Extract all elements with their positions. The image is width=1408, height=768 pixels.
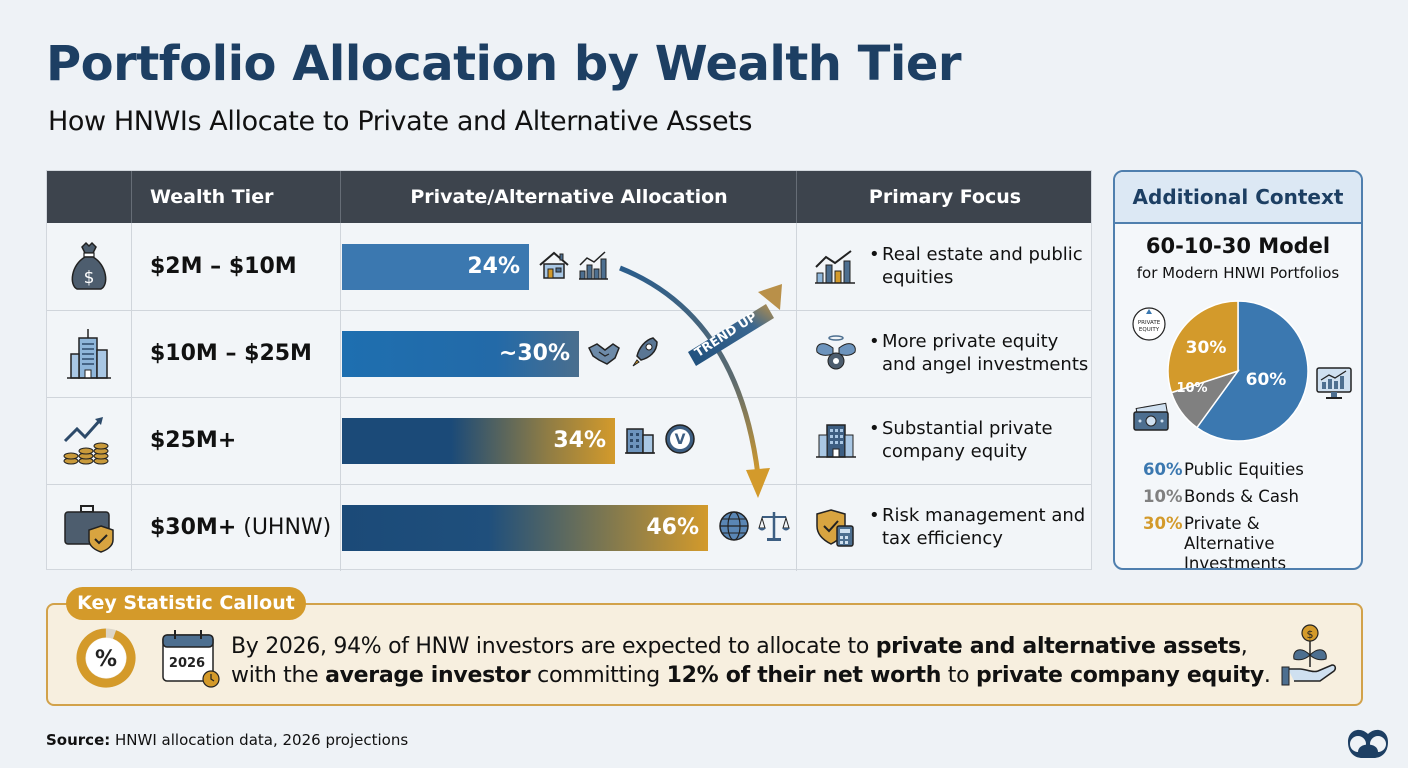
tier-label: $30M+ (UHNW) [150, 515, 332, 540]
venture-badge-icon: V [665, 424, 695, 454]
tier-label: $2M – $10M [150, 254, 297, 279]
table-header: Wealth Tier Private/Alternative Allocati… [47, 171, 1091, 223]
briefcase-shield-icon [64, 505, 114, 553]
allocation-bar: 46% [342, 505, 708, 551]
rocket-icon [632, 337, 658, 367]
calendar-2026-icon: 2026 [162, 630, 220, 688]
svg-text:PRIVATE: PRIVATE [1138, 320, 1161, 326]
svg-text:$: $ [1307, 628, 1314, 641]
buildings-icon [625, 428, 655, 454]
additional-context-card: Additional Context 60-10-30 Model for Mo… [1113, 170, 1363, 570]
page-subtitle: How HNWIs Allocate to Private and Altern… [48, 106, 753, 137]
legend-item-bonds-cash: 10%Bonds & Cash [1143, 487, 1299, 506]
column-header-allocation: Private/Alternative Allocation [410, 186, 728, 208]
legend-item-public-equities: 60%Public Equities [1143, 460, 1304, 479]
bar-chart-up-icon [579, 251, 608, 280]
table-row: $10M – $25M ~30% • More private equity an… [47, 310, 1091, 397]
money-plant-hand-icon: $ [1281, 624, 1337, 686]
key-statistic-callout: % 2026 $ [46, 603, 1363, 706]
primary-focus: • Risk management and tax efficiency [869, 505, 1086, 549]
tier-label: $10M – $25M [150, 341, 312, 366]
coins-growth-icon [63, 417, 109, 465]
brand-logo-icon [1348, 729, 1388, 758]
svg-text:30%: 30% [1186, 338, 1227, 358]
callout-label: Key Statistic Callout [66, 587, 306, 620]
table-row: $ $2M – $10M 24% • Real estate and public… [47, 223, 1091, 310]
monitor-chart-icon [1316, 367, 1352, 399]
primary-focus: • Substantial private company equity [869, 418, 1053, 462]
table-row: $25M+ 34% V • Substantial private company… [47, 397, 1091, 484]
context-heading: Additional Context [1115, 172, 1361, 224]
globe-icon [719, 511, 749, 541]
legend-item-private-alternative: 30%Private & Alternative Investments [1143, 514, 1287, 570]
allocation-bar: ~30% [342, 331, 579, 377]
svg-text:EQUITY: EQUITY [1139, 327, 1160, 333]
corporate-building-icon [816, 424, 856, 458]
cash-icon [1133, 402, 1169, 431]
primary-focus: • More private equity and angel investmen… [869, 331, 1089, 375]
source-note: Source: HNWI allocation data, 2026 proje… [46, 731, 409, 749]
svg-text:60%: 60% [1246, 370, 1287, 390]
model-title: 60-10-30 Model [1145, 234, 1331, 258]
allocation-pie-chart: 60% 10% 30% [1167, 300, 1309, 442]
column-header-primary-focus: Primary Focus [868, 186, 1022, 208]
allocation-table: Wealth Tier Private/Alternative Allocati… [46, 170, 1092, 571]
svg-text:2026: 2026 [169, 656, 205, 671]
shield-calculator-icon [816, 509, 854, 547]
house-icon [539, 251, 569, 279]
table-row: $30M+ (UHNW) 46% • Risk management and ta… [47, 484, 1091, 571]
money-bag-icon: $ [71, 241, 107, 290]
model-subtitle: for Modern HNWI Portfolios [1136, 264, 1340, 282]
page-title: Portfolio Allocation by Wealth Tier [46, 36, 962, 92]
svg-text:10%: 10% [1176, 381, 1207, 396]
office-building-icon [67, 329, 111, 379]
scales-icon [758, 512, 790, 541]
tier-label: $25M+ [150, 428, 237, 453]
allocation-bar: 34% [342, 418, 615, 464]
allocation-bar: 24% [342, 244, 529, 290]
percent-ring-icon: % [76, 628, 136, 688]
callout-statement: By 2026, 94% of HNW investors are expect… [231, 634, 1271, 688]
svg-text:$: $ [84, 268, 95, 288]
svg-text:V: V [675, 432, 686, 448]
angel-wings-gear-icon [816, 335, 856, 370]
column-header-wealth-tier: Wealth Tier [150, 186, 274, 208]
primary-focus: • Real estate and public equities [869, 244, 1083, 288]
svg-text:%: % [95, 647, 117, 672]
handshake-icon [587, 343, 620, 365]
growth-chart-icon [815, 250, 855, 284]
